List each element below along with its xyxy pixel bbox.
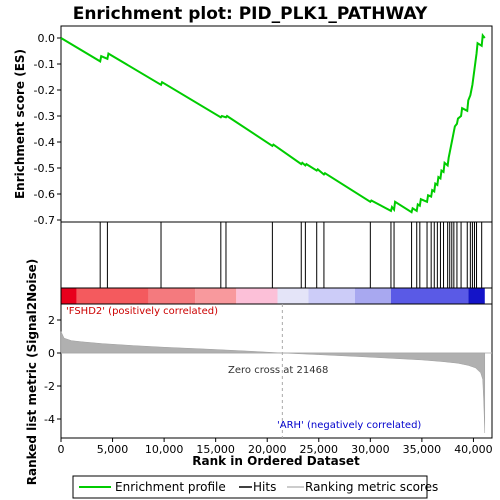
heat-segment xyxy=(277,288,309,304)
x-tick-label: 35,000 xyxy=(403,443,442,456)
x-tick-label: 20,000 xyxy=(248,443,287,456)
heat-segment xyxy=(61,288,77,304)
negative-correlation-label: 'ARH' (negatively correlated) xyxy=(277,420,421,431)
heat-segment xyxy=(236,288,278,304)
es-axis-title: Enrichment score (ES) xyxy=(13,49,27,199)
x-tick-label: 0 xyxy=(58,443,65,456)
heat-segment xyxy=(390,288,469,304)
es-tick-label: -0.1 xyxy=(34,58,55,71)
metric-tick-label: -2 xyxy=(44,380,55,393)
zero-cross-label: Zero cross at 21468 xyxy=(228,365,328,376)
metric-tick-label: 0 xyxy=(48,347,55,360)
heat-segment xyxy=(468,288,485,304)
heat-segment xyxy=(76,288,149,304)
legend-ranking-label: Ranking metric scores xyxy=(305,480,438,494)
heat-segment xyxy=(308,288,355,304)
metric-axis-ticks: 2 0 -2 -4 xyxy=(44,314,61,426)
es-tick-label: -0.6 xyxy=(34,188,55,201)
es-tick-label: 0.0 xyxy=(38,32,56,45)
enrichment-profile-line xyxy=(60,32,486,214)
es-tick-label: -0.4 xyxy=(34,136,55,149)
legend-hits-label: Hits xyxy=(253,480,276,494)
metric-panel xyxy=(60,303,493,439)
es-tick-label: -0.3 xyxy=(34,110,55,123)
es-tick-label: -0.2 xyxy=(34,84,55,97)
hits-group xyxy=(99,222,483,288)
metric-tick-label: 2 xyxy=(48,314,55,327)
heat-segment xyxy=(148,288,196,304)
x-axis-ticks: 0 5,000 10,000 15,000 20,000 25,000 30,000 35,0… xyxy=(58,438,493,456)
heat-segment xyxy=(354,288,391,304)
es-axis-ticks: 0.0 -0.1 -0.2 -0.3 -0.4 -0.5 -0.6 -0.7 xyxy=(34,32,61,227)
x-tick-label: 40,000 xyxy=(454,443,493,456)
metric-axis-title: Ranked list metric (Signal2Noise) xyxy=(25,259,39,486)
es-tick-label: -0.5 xyxy=(34,162,55,175)
x-tick-label: 5,000 xyxy=(97,443,129,456)
positive-correlation-label: 'FSHD2' (positively correlated) xyxy=(66,306,218,317)
chart-title: Enrichment plot: PID_PLK1_PATHWAY xyxy=(73,4,428,24)
ranking-heatbar xyxy=(61,288,485,304)
x-tick-label: 15,000 xyxy=(196,443,235,456)
x-tick-label: 10,000 xyxy=(145,443,184,456)
ranking-metric-area xyxy=(60,331,486,434)
x-axis-title: Rank in Ordered Dataset xyxy=(192,454,360,468)
es-panel xyxy=(60,25,493,223)
legend-enrichment-label: Enrichment profile xyxy=(115,480,226,494)
es-tick-label: -0.7 xyxy=(34,214,55,227)
x-tick-label: 30,000 xyxy=(351,443,390,456)
metric-tick-label: -4 xyxy=(44,413,55,426)
x-tick-label: 25,000 xyxy=(300,443,339,456)
heat-segment xyxy=(195,288,237,304)
